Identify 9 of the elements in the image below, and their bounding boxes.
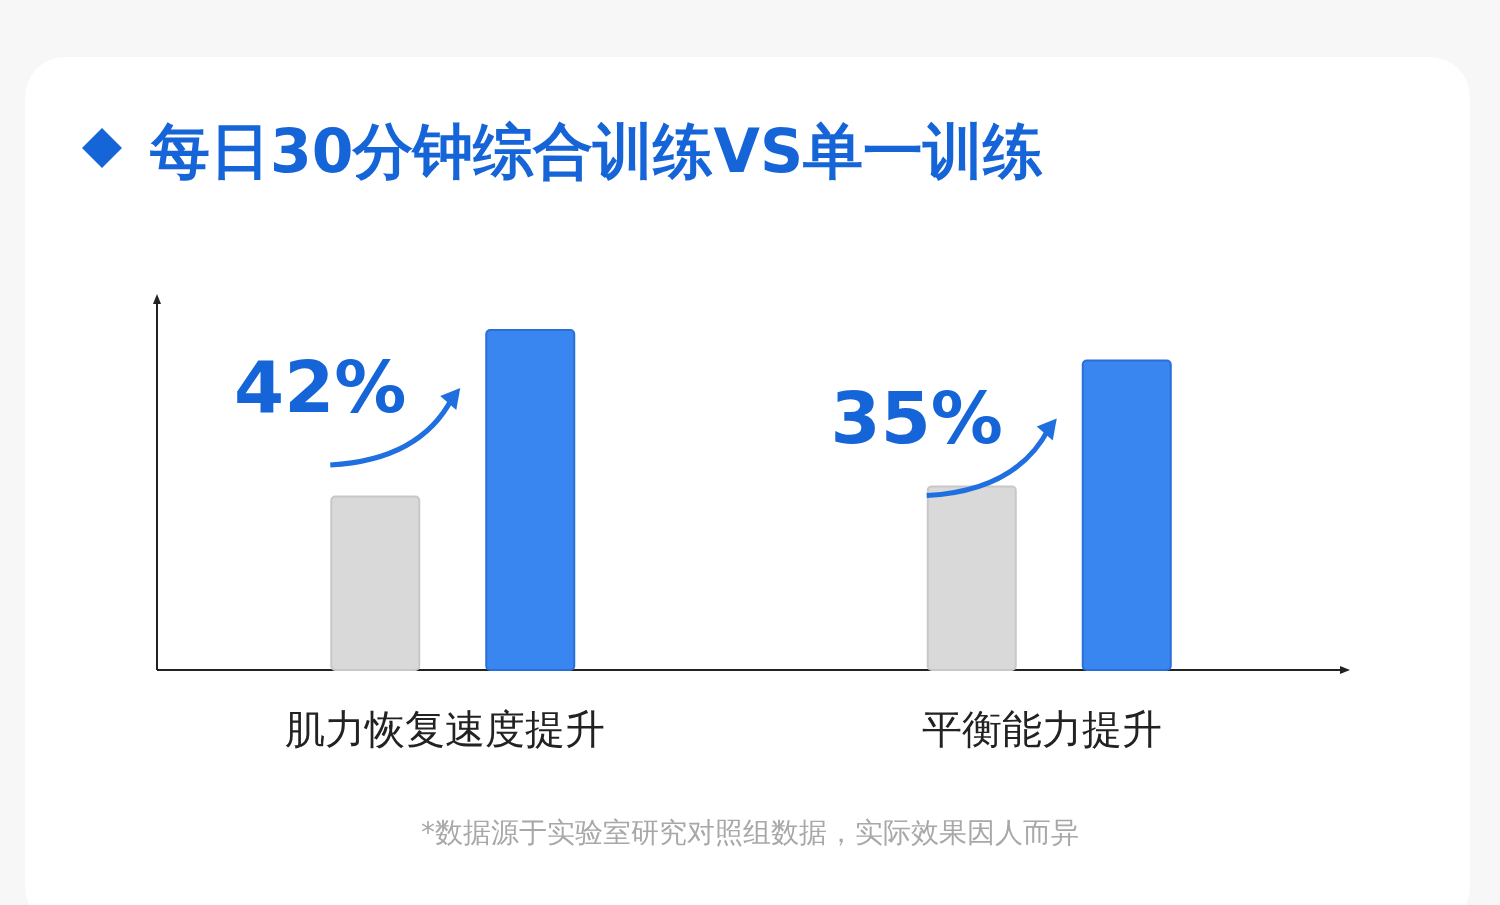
chart-title: 每日30分钟综合训练VS单一训练 xyxy=(149,116,1044,186)
bar xyxy=(485,329,576,671)
annotation: 35% xyxy=(830,375,1003,460)
x-tick-label: 肌力恢复速度提升 xyxy=(285,706,606,752)
bar xyxy=(1081,359,1172,671)
annotation: 42% xyxy=(234,345,407,429)
bar xyxy=(330,495,421,671)
text: *数据源于实验室研究对照组数据，实际效果因人而异 xyxy=(421,816,1079,849)
x-tick-label: 平衡能力提升 xyxy=(921,706,1162,752)
